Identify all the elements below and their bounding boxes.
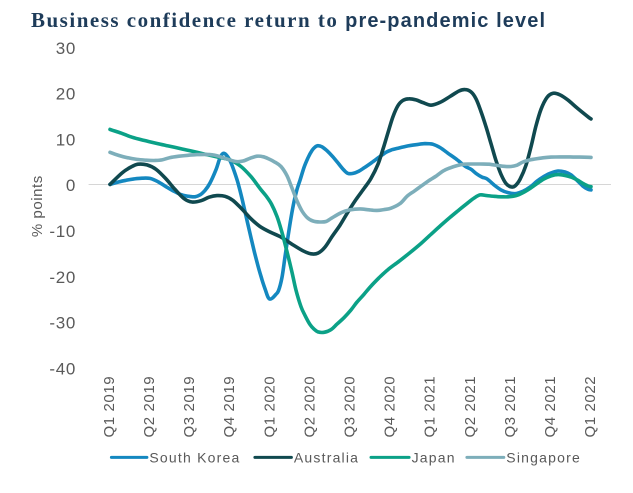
svg-text:Q4 2021: Q4 2021 xyxy=(542,376,559,438)
svg-text:Q1 2022: Q1 2022 xyxy=(582,376,599,438)
svg-text:30: 30 xyxy=(56,39,76,58)
svg-text:South Korea: South Korea xyxy=(149,449,240,465)
svg-text:Japan: Japan xyxy=(412,449,456,465)
svg-text:Q4 2020: Q4 2020 xyxy=(382,376,399,438)
svg-text:% points: % points xyxy=(29,175,46,237)
svg-text:-20: -20 xyxy=(49,268,76,287)
svg-text:Q2 2019: Q2 2019 xyxy=(141,376,158,438)
svg-text:Q3 2020: Q3 2020 xyxy=(342,376,359,438)
svg-text:Q1 2021: Q1 2021 xyxy=(422,376,439,438)
svg-text:Q3 2019: Q3 2019 xyxy=(181,376,198,438)
svg-text:0: 0 xyxy=(66,176,76,195)
svg-text:Q2 2020: Q2 2020 xyxy=(301,376,318,438)
svg-text:-10: -10 xyxy=(49,222,76,241)
svg-text:20: 20 xyxy=(56,85,76,104)
svg-text:Q1 2020: Q1 2020 xyxy=(261,376,278,438)
svg-text:10: 10 xyxy=(56,130,76,149)
svg-text:Singapore: Singapore xyxy=(506,449,581,465)
svg-text:Q1 2019: Q1 2019 xyxy=(101,376,118,438)
svg-text:Q2 2021: Q2 2021 xyxy=(462,376,479,438)
svg-text:Australia: Australia xyxy=(294,449,359,465)
svg-text:-40: -40 xyxy=(49,359,76,378)
svg-text:Q4 2019: Q4 2019 xyxy=(221,376,238,438)
svg-text:-30: -30 xyxy=(49,314,76,333)
svg-text:Q3 2021: Q3 2021 xyxy=(502,376,519,438)
